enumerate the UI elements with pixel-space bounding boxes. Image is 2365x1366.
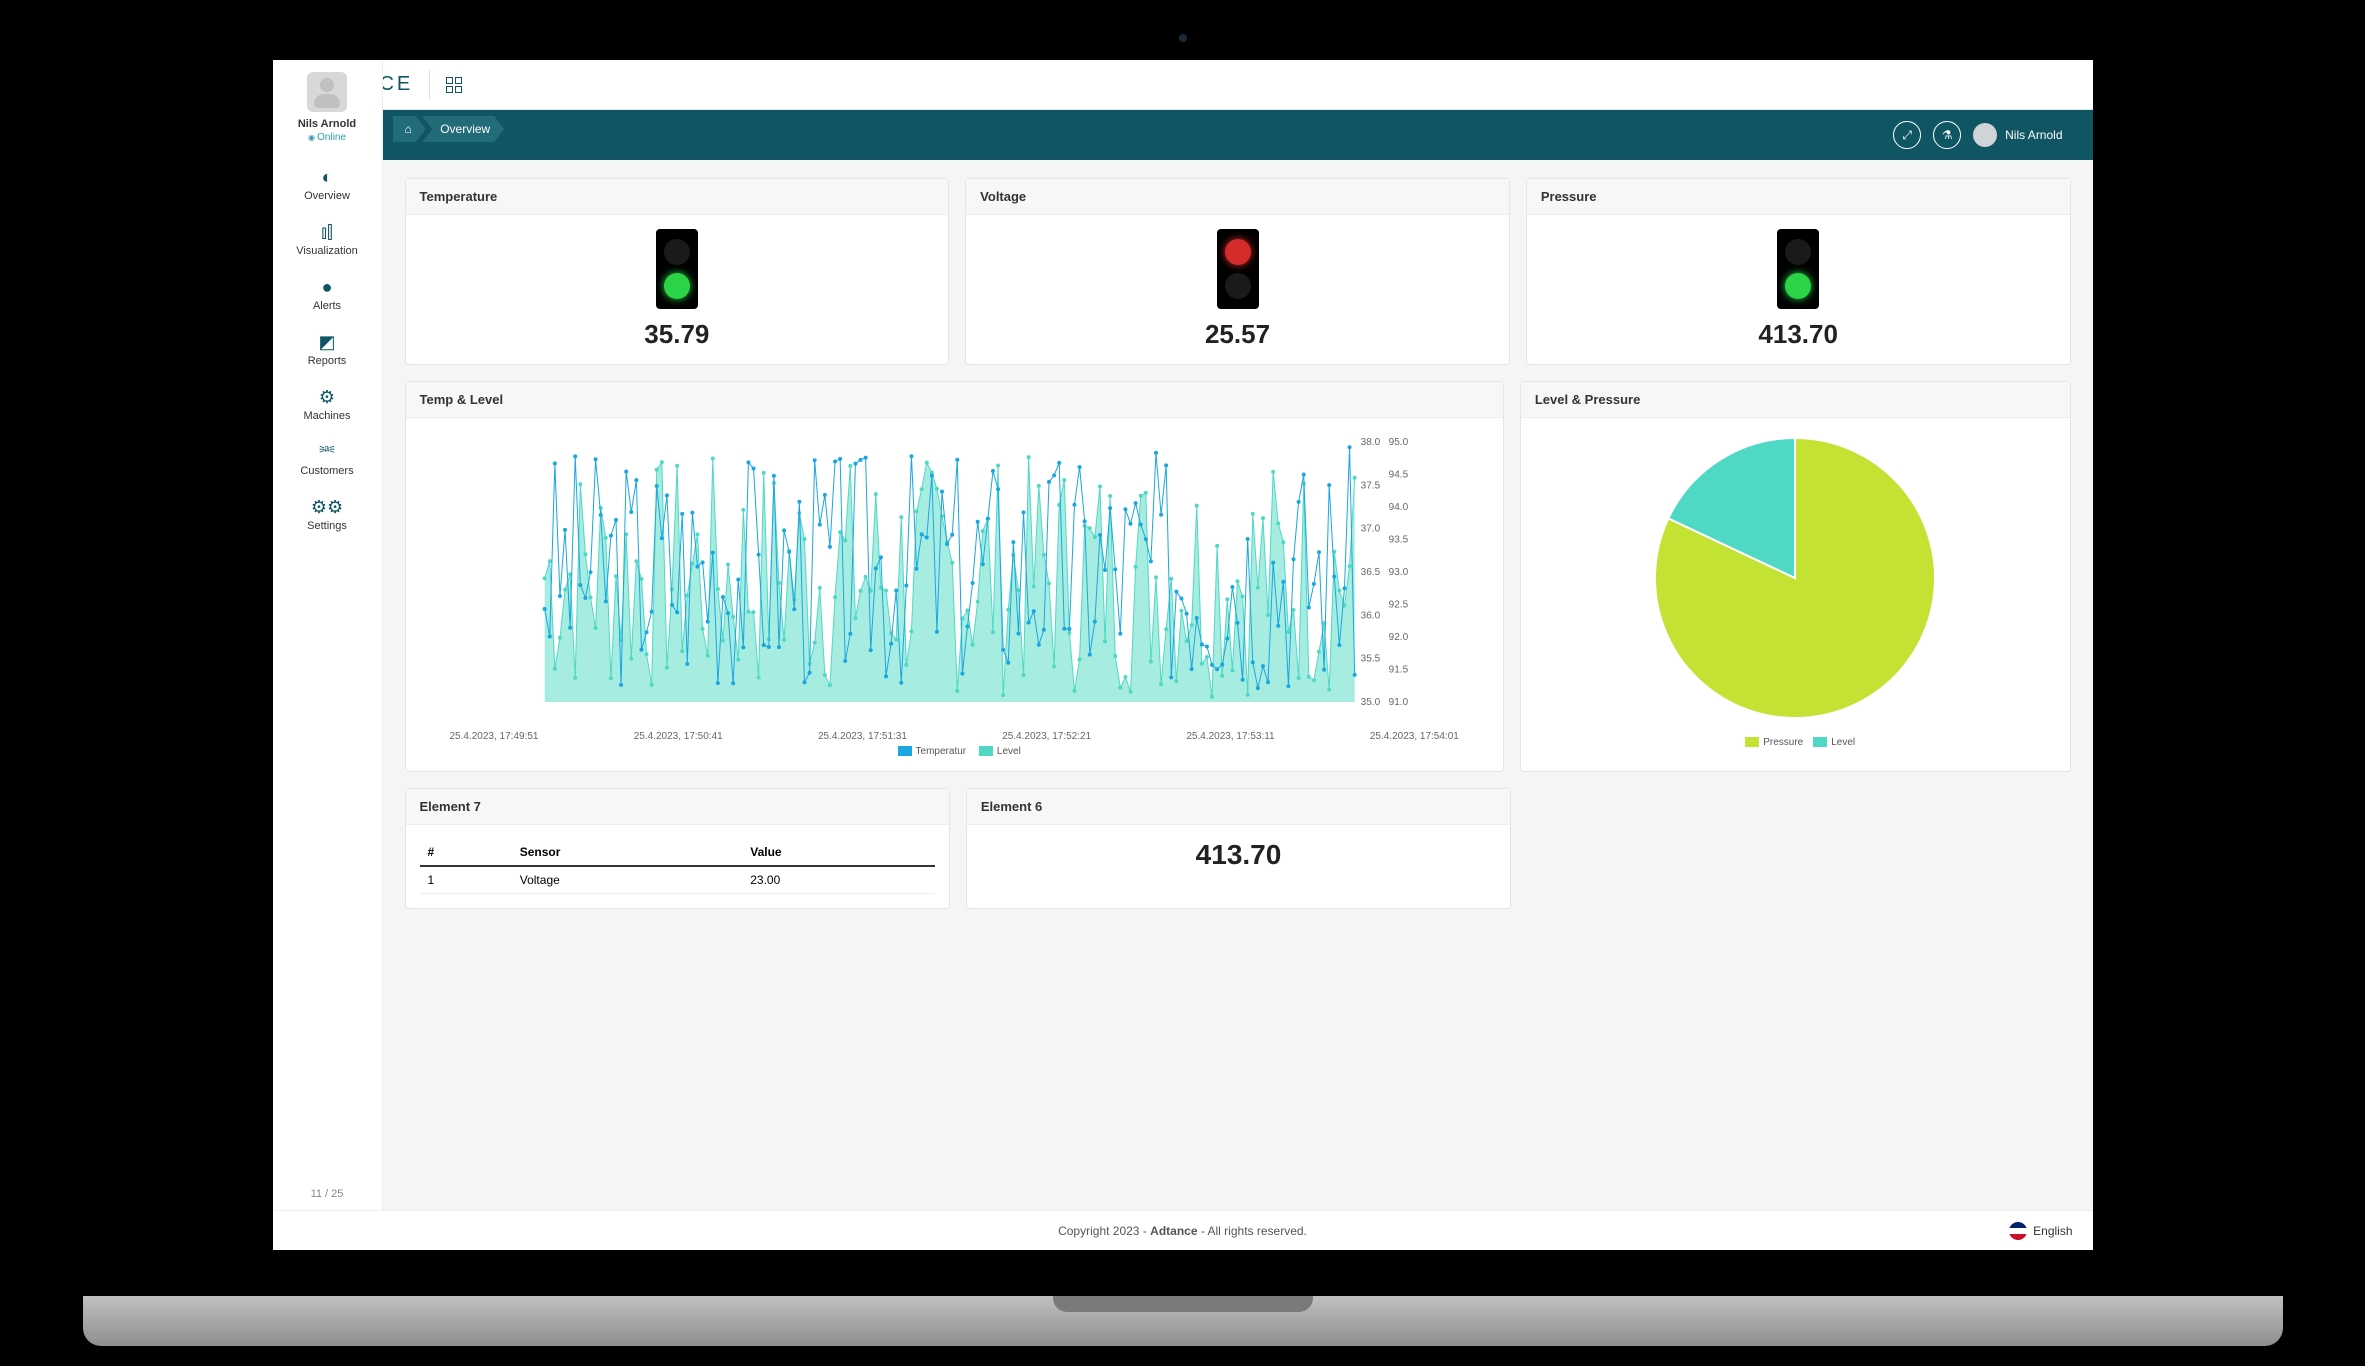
customers-icon: ⎃ [319, 442, 334, 463]
level-pressure-chart-title: Level & Pressure [1521, 382, 2070, 418]
footer: Copyright 2023 - Adtance - All rights re… [273, 1210, 2093, 1250]
level-pressure-pie [1645, 428, 1945, 728]
svg-text:35.0: 35.0 [1360, 697, 1380, 708]
light-red [1225, 239, 1251, 265]
svg-text:92.0: 92.0 [1388, 632, 1408, 643]
element6-card: Element 6 413.70 [966, 788, 1511, 909]
kpi-pressure-card: Pressure 413.70 [1526, 178, 2071, 365]
level-pressure-chart-card: Level & Pressure PressureLevel [1520, 381, 2071, 772]
kpi-pressure-title: Pressure [1527, 179, 2070, 215]
avatar-icon [1973, 123, 1997, 147]
temp-level-chart-card: Temp & Level 35.0 35.5 36.0 36.5 37.0 37.5 38.… [405, 381, 1504, 772]
table-header: Value [742, 839, 935, 866]
breadcrumb-overview[interactable]: Overview [422, 116, 504, 142]
element7-title: Element 7 [406, 789, 949, 825]
profile-name: Nils Arnold [298, 118, 356, 130]
svg-text:91.5: 91.5 [1388, 665, 1408, 676]
reports-icon: ◩ [318, 332, 335, 353]
breadcrumb-home[interactable]: ⌂ [393, 116, 426, 142]
traffic-light-temperature [656, 229, 698, 309]
light-red [1785, 239, 1811, 265]
user-name: Nils Arnold [2005, 128, 2062, 142]
kpi-temperature-value: 35.79 [420, 319, 935, 350]
language-selector[interactable]: English [2009, 1222, 2072, 1240]
kpi-voltage-value: 25.57 [980, 319, 1495, 350]
topbar: A DTANCE [273, 60, 2093, 110]
kpi-voltage-card: Voltage 25.57 [965, 178, 1510, 365]
svg-text:92.5: 92.5 [1388, 600, 1408, 611]
traffic-light-pressure [1777, 229, 1819, 309]
svg-text:36.0: 36.0 [1360, 610, 1380, 621]
sidebar-item-alerts[interactable]: ●Alerts [273, 267, 382, 322]
svg-text:35.5: 35.5 [1360, 654, 1380, 665]
machines-icon: ⚙ [319, 387, 335, 408]
camera-dot [1179, 34, 1187, 42]
settings-icon: ⚙⚙ [311, 497, 343, 518]
temp-level-chart-title: Temp & Level [406, 382, 1503, 418]
alerts-icon: ● [322, 277, 333, 298]
element7-card: Element 7 #SensorValue 1Voltage23.00 [405, 788, 950, 909]
temp-level-chart: 35.0 35.5 36.0 36.5 37.0 37.5 38.0 91.0 91.5 92.0… [420, 432, 1489, 722]
table-row: 1Voltage23.00 [420, 866, 935, 894]
kpi-temperature-title: Temperature [406, 179, 949, 215]
svg-text:94.0: 94.0 [1388, 502, 1408, 513]
profile-block[interactable]: Nils Arnold Online [298, 68, 356, 157]
light-green [1785, 273, 1811, 299]
legend-temperatur: Temperatur [916, 746, 967, 757]
sidebar: Nils Arnold Online ◐Overview⫾⫿Visualizat… [273, 60, 383, 1210]
light-red [664, 239, 690, 265]
sidebar-item-overview[interactable]: ◐Overview [273, 157, 382, 212]
header-band: ⌂ Overview ⤢ ⚗ Nils Arnold [273, 110, 2093, 160]
traffic-light-voltage [1217, 229, 1259, 309]
sidebar-item-customers[interactable]: ⎃Customers [273, 432, 382, 487]
kpi-pressure-value: 413.70 [1541, 319, 2056, 350]
flag-icon [2009, 1222, 2027, 1240]
overview-icon: ◐ [322, 167, 333, 188]
light-green [664, 273, 690, 299]
header-action-1-icon[interactable]: ⤢ [1893, 121, 1921, 149]
legend-level: Level [997, 746, 1021, 757]
profile-status: Online [298, 132, 356, 143]
main-content: Temperature 35.79 Voltage [383, 160, 2093, 1210]
svg-text:37.5: 37.5 [1360, 480, 1380, 491]
element6-title: Element 6 [967, 789, 1510, 825]
element7-table: #SensorValue 1Voltage23.00 [420, 839, 935, 894]
user-menu[interactable]: Nils Arnold [1973, 123, 2062, 147]
element6-value: 413.70 [981, 839, 1496, 871]
svg-text:37.0: 37.0 [1360, 524, 1380, 535]
visualization-icon: ⫾⫿ [321, 222, 333, 243]
table-header: Sensor [512, 839, 743, 866]
header-action-2-icon[interactable]: ⚗ [1933, 121, 1961, 149]
sidebar-item-machines[interactable]: ⚙Machines [273, 377, 382, 432]
kpi-voltage-title: Voltage [966, 179, 1509, 215]
light-green [1225, 273, 1251, 299]
svg-text:38.0: 38.0 [1360, 437, 1380, 448]
version-label: 11 / 25 [311, 1188, 344, 1200]
svg-text:36.5: 36.5 [1360, 567, 1380, 578]
table-header: # [420, 839, 512, 866]
sidebar-item-visualization[interactable]: ⫾⫿Visualization [273, 212, 382, 267]
profile-avatar-icon [307, 72, 347, 112]
kpi-temperature-card: Temperature 35.79 [405, 178, 950, 365]
sidebar-item-settings[interactable]: ⚙⚙Settings [273, 487, 382, 542]
svg-text:95.0: 95.0 [1388, 437, 1408, 448]
svg-text:93.0: 93.0 [1388, 567, 1408, 578]
svg-text:93.5: 93.5 [1388, 535, 1408, 546]
home-icon: ⌂ [405, 122, 412, 136]
sidebar-item-reports[interactable]: ◩Reports [273, 322, 382, 377]
svg-text:94.5: 94.5 [1388, 470, 1408, 481]
svg-text:91.0: 91.0 [1388, 697, 1408, 708]
expand-icon[interactable] [446, 77, 462, 93]
